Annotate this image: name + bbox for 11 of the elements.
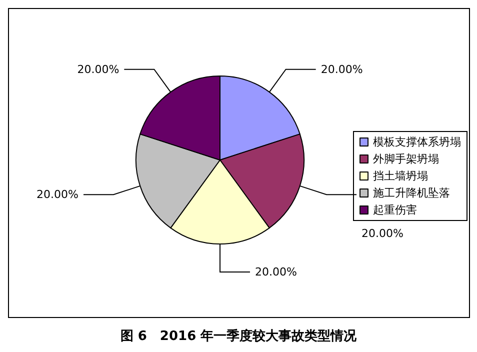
data-label: 20.00% xyxy=(320,62,363,76)
text: 图 6 2016 年一季度较大事故类型情况 xyxy=(120,328,358,344)
legend-label: 起重伤害 xyxy=(373,204,417,216)
data-label: 20.00% xyxy=(255,266,297,278)
legend-label: 施工升降机坠落 xyxy=(373,186,450,200)
data-label: 20.00% xyxy=(77,62,120,76)
data-label: 20.00% xyxy=(362,227,404,240)
legend-label: 模板支撑体系坍塌 xyxy=(373,136,461,148)
legend-label: 外脚手架坍塌 xyxy=(373,152,439,166)
legend-label: 挡土墙坍塌 xyxy=(373,170,428,182)
data-label: 20.00% xyxy=(36,188,78,202)
